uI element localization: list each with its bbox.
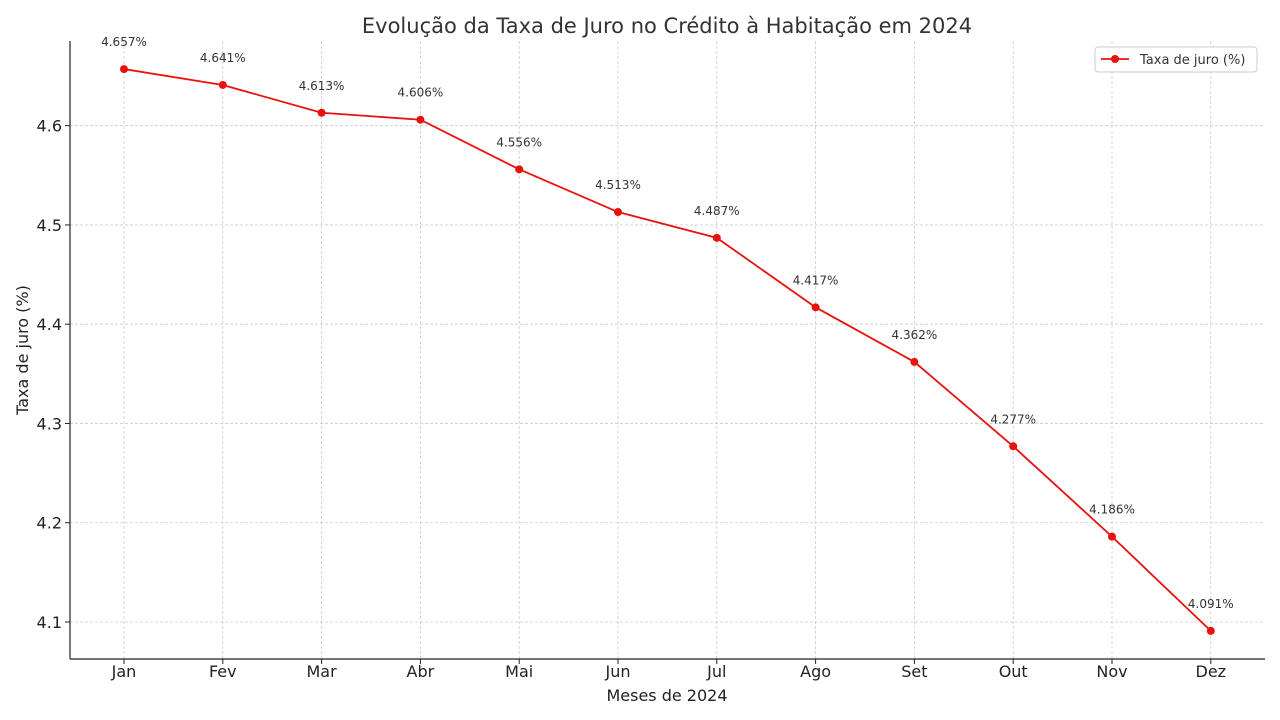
series-line: [123, 68, 1212, 632]
x-tick-label: Fev: [209, 662, 237, 681]
data-label: 4.186%: [1089, 503, 1135, 517]
x-tick-label: Jan: [111, 662, 137, 681]
data-point: [1108, 532, 1116, 541]
data-point: [1206, 626, 1215, 635]
y-tick-label: 4.1: [37, 613, 62, 632]
legend-box: [1094, 46, 1258, 73]
data-label: 4.641%: [200, 51, 246, 65]
y-tick-label: 4.5: [37, 216, 62, 235]
data-point: [120, 65, 128, 74]
x-tick-label: Mar: [307, 662, 338, 681]
grid: [70, 41, 1265, 659]
legend: Taxa de juro (%): [1094, 46, 1258, 73]
data-label: 4.606%: [398, 86, 444, 100]
data-point: [614, 208, 622, 217]
data-label: 4.487%: [694, 204, 740, 218]
series-layer: [120, 65, 1215, 635]
x-tick-label: Mai: [505, 662, 533, 681]
data-point: [416, 115, 425, 124]
data-point: [515, 165, 524, 174]
y-axis-label: Taxa de juro (%): [13, 285, 32, 416]
legend-marker-swatch: [1111, 55, 1119, 63]
data-point: [1009, 442, 1018, 451]
data-point: [811, 303, 820, 312]
data-label: 4.556%: [496, 135, 542, 149]
data-point: [910, 357, 919, 366]
data-point: [712, 233, 721, 242]
axes: 4.1 4.2 4.3 4.4 4.5 4.6 Jan Fev Mar Abr Mai Jun Jul A…: [37, 41, 1265, 681]
x-tick-label: Nov: [1096, 662, 1127, 681]
x-tick-label: Abr: [407, 662, 435, 681]
data-label: 4.513%: [595, 178, 641, 192]
data-label: 4.657%: [101, 35, 147, 49]
data-label: 4.362%: [892, 328, 938, 342]
x-tick-label: Jul: [706, 662, 726, 681]
y-tick-label: 4.4: [37, 315, 62, 334]
y-tick-label: 4.2: [37, 514, 62, 533]
chart-title: Evolução da Taxa de Juro no Crédito à Ha…: [362, 14, 972, 38]
data-labels: 4.657% 4.641% 4.613% 4.606% 4.556% 4.513% 4.48…: [101, 35, 1234, 611]
legend-entry-label: Taxa de juro (%): [1139, 53, 1245, 68]
data-point: [317, 108, 326, 117]
data-label: 4.613%: [299, 79, 345, 93]
x-tick-label: Ago: [800, 662, 831, 681]
y-tick-label: 4.6: [37, 117, 62, 136]
data-point: [218, 80, 227, 89]
x-axis-label: Meses de 2024: [606, 686, 727, 705]
x-tick-label: Out: [999, 662, 1028, 681]
data-label: 4.277%: [990, 412, 1036, 426]
data-label: 4.417%: [793, 273, 839, 287]
x-tick-label: Set: [901, 662, 927, 681]
y-tick-label: 4.3: [37, 414, 62, 433]
data-label: 4.091%: [1188, 597, 1234, 611]
x-tick-label: Jun: [605, 662, 631, 681]
x-tick-label: Dez: [1196, 662, 1227, 681]
